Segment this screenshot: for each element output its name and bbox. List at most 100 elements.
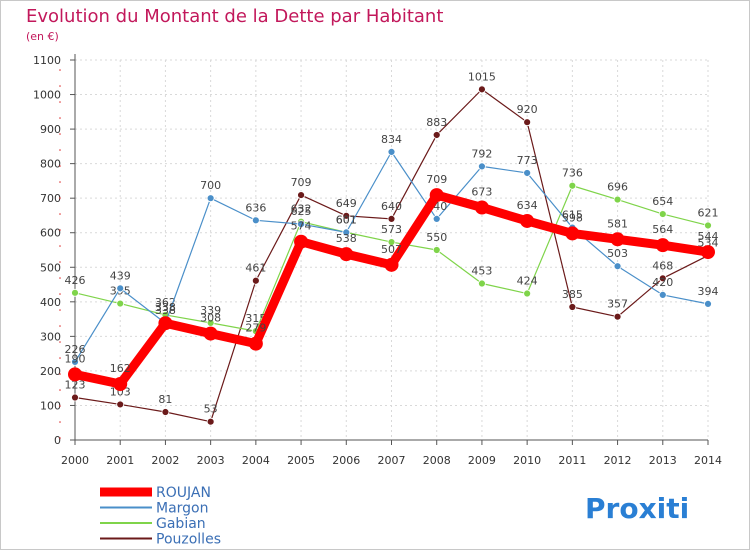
y-tick-label: 0	[54, 434, 61, 447]
point-gabian	[116, 299, 125, 308]
data-label-pouzolles: 468	[652, 259, 673, 272]
y-tick-label: 1000	[33, 89, 61, 102]
data-label-margon: 834	[381, 133, 402, 146]
point-gabian	[568, 181, 577, 190]
x-tick-label: 2000	[61, 454, 89, 467]
point-gabian	[432, 246, 441, 254]
edge-dot	[59, 325, 61, 327]
data-label-pouzolles: 81	[158, 393, 172, 406]
point-gabian	[658, 210, 667, 218]
legend-label-pouzolles: Pouzolles	[156, 532, 221, 548]
data-label-gabian: 736	[562, 167, 583, 180]
data-label-pouzolles: 385	[562, 288, 583, 301]
point-margon	[432, 215, 441, 223]
point-roujan	[339, 247, 354, 262]
data-label-roujan: 574	[291, 220, 312, 233]
edge-dot	[59, 213, 61, 215]
edge-dot	[59, 69, 61, 71]
data-label-gabian: 696	[607, 181, 628, 194]
edge-dot	[59, 117, 61, 119]
edge-dot	[59, 437, 61, 439]
legend-label-roujan: ROUJAN	[156, 485, 211, 501]
point-margon	[478, 162, 486, 171]
data-label-margon: 420	[652, 276, 673, 289]
point-roujan	[520, 213, 535, 228]
data-label-roujan: 338	[155, 301, 176, 314]
edge-dot	[59, 85, 61, 87]
data-label-margon: 601	[336, 213, 357, 226]
point-pouzolles	[116, 400, 125, 409]
data-label-roujan: 190	[65, 352, 86, 365]
data-label-margon: 636	[245, 201, 266, 214]
edge-dot	[59, 373, 61, 375]
point-margon	[116, 284, 125, 293]
data-label-roujan: 538	[336, 232, 357, 245]
point-pouzolles	[523, 118, 532, 127]
point-roujan	[158, 316, 173, 331]
x-tick-label: 2007	[378, 454, 406, 467]
data-label-roujan: 507	[381, 243, 402, 256]
edge-dot	[59, 421, 61, 423]
point-margon	[613, 262, 622, 271]
data-label-gabian: 654	[652, 195, 673, 208]
x-tick-label: 2008	[423, 454, 451, 467]
y-tick-label: 300	[40, 330, 61, 343]
data-label-roujan: 581	[607, 217, 628, 230]
y-tick-label: 900	[40, 123, 61, 136]
data-label-gabian: 550	[426, 231, 447, 244]
x-tick-label: 2009	[468, 454, 496, 467]
point-roujan	[113, 377, 128, 392]
data-label-roujan: 564	[652, 223, 673, 236]
x-tick-label: 2014	[694, 454, 722, 467]
chart-subtitle: (en €)	[26, 30, 59, 43]
point-gabian	[704, 221, 712, 230]
y-tick-label: 1100	[33, 54, 61, 67]
data-label-gabian: 339	[200, 304, 221, 317]
data-label-pouzolles: 883	[426, 116, 447, 129]
point-roujan	[610, 232, 625, 247]
point-pouzolles	[432, 131, 441, 139]
data-label-gabian: 621	[698, 206, 719, 219]
data-label-roujan: 308	[200, 312, 221, 325]
point-roujan	[203, 326, 218, 341]
point-margon	[297, 220, 305, 228]
legend-label-margon: Margon	[156, 501, 209, 517]
data-label-roujan: 162	[110, 362, 131, 375]
point-pouzolles	[71, 393, 79, 402]
data-label-margon: 503	[607, 247, 628, 260]
y-tick-label: 800	[40, 158, 61, 171]
data-label-margon: 615	[562, 209, 583, 222]
y-tick-label: 200	[40, 365, 61, 378]
data-label-pouzolles: 640	[381, 200, 402, 213]
point-roujan	[68, 367, 82, 382]
edge-dot	[59, 197, 61, 199]
point-gabian	[206, 318, 215, 327]
point-roujan	[565, 226, 580, 241]
data-label-pouzolles: 1015	[468, 70, 496, 83]
point-pouzolles	[342, 211, 351, 220]
x-tick-label: 2004	[242, 454, 270, 467]
x-tick-label: 2002	[151, 454, 179, 467]
point-roujan	[474, 200, 489, 215]
point-margon	[342, 228, 351, 237]
data-label-pouzolles: 123	[65, 379, 86, 392]
data-label-margon: 773	[517, 154, 538, 167]
legend-label-gabian: Gabian	[156, 516, 206, 532]
data-label-roujan: 544	[698, 230, 719, 243]
point-pouzolles	[658, 274, 667, 283]
logo-text: Proxiti	[585, 492, 689, 525]
data-label-gabian: 453	[471, 265, 492, 278]
data-label-pouzolles: 709	[291, 176, 312, 189]
data-label-roujan: 709	[426, 173, 447, 186]
edge-dot	[59, 149, 61, 151]
point-roujan	[248, 336, 263, 351]
data-label-pouzolles: 357	[607, 298, 628, 311]
point-roujan	[294, 234, 309, 249]
point-margon	[704, 299, 712, 308]
point-pouzolles	[478, 85, 486, 94]
y-tick-label: 100	[40, 399, 61, 412]
data-label-gabian: 362	[155, 296, 176, 309]
data-label-gabian: 426	[65, 274, 86, 287]
